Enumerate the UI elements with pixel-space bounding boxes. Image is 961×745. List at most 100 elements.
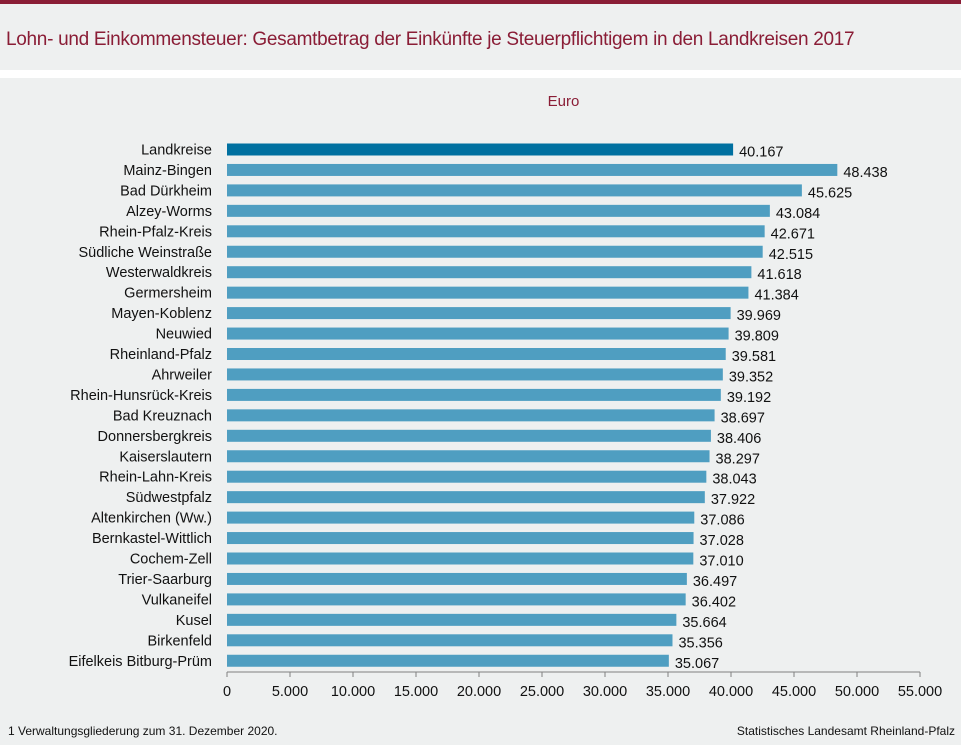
value-label: 48.438 [843, 165, 887, 181]
category-labels-group: Landkreise Mainz-Bingen Bad Dürkheim Alzey-… [69, 143, 213, 670]
footnote: 1 Verwaltungsgliederung zum 31. Dezember… [8, 724, 278, 738]
value-label: 37.086 [700, 513, 744, 529]
value-label: 42.671 [771, 226, 815, 242]
bar [227, 368, 723, 381]
category-label: Neuwied [156, 327, 212, 343]
category-label: Bad Kreuznach [113, 408, 212, 424]
value-label: 39.192 [727, 390, 771, 406]
category-label: Vulkaneifel [142, 592, 212, 608]
bar [227, 245, 763, 258]
value-label: 35.664 [682, 615, 726, 631]
bar [227, 654, 669, 667]
bar [227, 307, 731, 320]
bar [227, 204, 770, 217]
bar [227, 450, 710, 463]
bar [227, 634, 673, 647]
bar [227, 184, 802, 197]
category-label: Cochem-Zell [130, 552, 212, 568]
x-tick-label: 10.000 [331, 684, 375, 700]
value-label: 38.697 [721, 410, 765, 426]
category-label: Rhein-Lahn-Kreis [99, 470, 212, 486]
value-label: 42.515 [769, 247, 813, 263]
category-label: Südliche Weinstraße [78, 245, 212, 261]
x-tick-label: 55.000 [898, 684, 942, 700]
x-tick-label: 25.000 [520, 684, 564, 700]
x-tick-label: 5.000 [272, 684, 308, 700]
category-label: Bad Dürkheim [120, 183, 212, 199]
bar [227, 491, 705, 504]
category-label: Rhein-Hunsrück-Kreis [70, 388, 212, 404]
bar [227, 327, 729, 340]
value-label: 43.084 [776, 206, 820, 222]
bar [227, 143, 734, 156]
x-tick-label: 15.000 [394, 684, 438, 700]
category-label: Westerwaldkreis [106, 265, 212, 281]
chart-title: Lohn- und Einkommensteuer: Gesamtbetrag … [6, 29, 855, 50]
category-label: Mainz-Bingen [123, 163, 212, 179]
bar [227, 409, 715, 422]
category-label: Birkenfeld [148, 633, 212, 649]
x-tick-label: 50.000 [835, 684, 879, 700]
category-label: Kaiserslautern [119, 449, 212, 465]
bar [227, 532, 694, 545]
bar [227, 225, 765, 238]
bar [227, 163, 838, 176]
x-tick-label: 45.000 [772, 684, 816, 700]
bars-group [227, 143, 838, 667]
value-label: 40.167 [739, 145, 783, 161]
value-label: 36.497 [693, 574, 737, 590]
value-label: 39.352 [729, 369, 773, 385]
value-labels-group: 40.167 48.438 45.625 43.084 42.671 42.515 41.6… [675, 145, 888, 672]
category-label: Südwestpfalz [126, 490, 212, 506]
value-label: 39.581 [732, 349, 776, 365]
bar [227, 429, 711, 442]
x-tick-label: 0 [223, 684, 231, 700]
bar [227, 470, 707, 483]
bar [227, 552, 694, 565]
value-label: 39.809 [735, 329, 779, 345]
category-label: Altenkirchen (Ww.) [91, 511, 212, 527]
bar [227, 388, 721, 401]
x-tick-label: 20.000 [457, 684, 501, 700]
category-label: Mayen-Koblenz [111, 306, 212, 322]
value-label: 45.625 [808, 185, 852, 201]
value-label: 38.406 [717, 431, 761, 447]
category-label: Eifelkeis Bitburg-Prüm [69, 654, 212, 670]
x-tick-label: 40.000 [709, 684, 753, 700]
bar [227, 572, 687, 585]
source-credit: Statistisches Landesamt Rheinland-Pfalz [736, 724, 955, 738]
category-label: Germersheim [124, 286, 212, 302]
value-label: 41.384 [754, 288, 798, 304]
x-tick-label: 30.000 [583, 684, 627, 700]
category-label: Landkreise [141, 143, 212, 159]
top-accent-bar [0, 0, 961, 4]
category-label: Bernkastel-Wittlich [92, 531, 212, 547]
category-label: Rheinland-Pfalz [110, 347, 212, 363]
title-area: Lohn- und Einkommensteuer: Gesamtbetrag … [0, 4, 961, 70]
value-label: 39.969 [737, 308, 781, 324]
value-label: 37.922 [711, 492, 755, 508]
category-label: Rhein-Pfalz-Kreis [99, 224, 212, 240]
category-label: Alzey-Worms [126, 204, 212, 220]
value-label: 35.067 [675, 656, 719, 672]
category-label: Donnersbergkreis [98, 429, 212, 445]
value-label: 41.618 [757, 267, 801, 283]
x-tick-label: 35.000 [646, 684, 690, 700]
bar [227, 266, 752, 279]
unit-label: Euro [547, 93, 580, 110]
bar [227, 348, 726, 360]
bar [227, 593, 686, 606]
value-label: 37.010 [699, 554, 743, 570]
bar [227, 511, 695, 524]
category-label: Kusel [176, 613, 212, 629]
category-label: Ahrweiler [152, 367, 213, 383]
value-label: 37.028 [700, 533, 744, 549]
value-label: 38.297 [716, 451, 760, 467]
value-label: 38.043 [712, 472, 756, 488]
divider [0, 70, 961, 78]
bar [227, 613, 677, 626]
category-label: Trier-Saarburg [118, 572, 212, 588]
bar [227, 286, 749, 299]
value-label: 36.402 [692, 594, 736, 610]
